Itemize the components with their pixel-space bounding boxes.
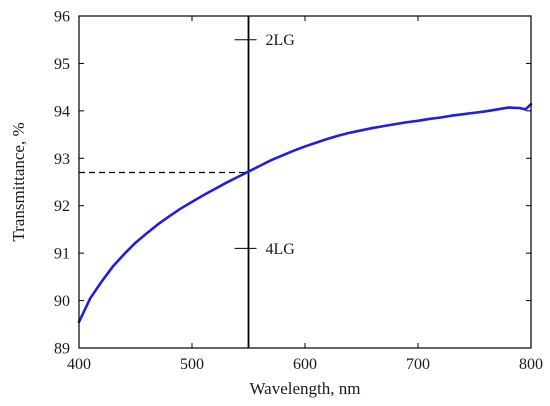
x-tick-label: 600 (293, 356, 317, 373)
tick-layer: 400 500 600 700 800 89 90 91 92 93 94 95 96 (54, 9, 543, 374)
y-tick-label: 91 (54, 246, 70, 263)
y-axis-title: Transmittance, % (9, 122, 28, 241)
x-tick-label: 400 (67, 356, 91, 373)
x-tick-label: 800 (519, 356, 543, 373)
annotation-label: 2LG (266, 32, 296, 49)
annotation-layer: 2LG 4LG (79, 16, 295, 348)
y-tick-label: 96 (54, 9, 70, 26)
y-tick-label: 92 (54, 198, 70, 215)
x-axis-title: Wavelength, nm (250, 379, 361, 398)
y-tick-label: 95 (54, 56, 70, 73)
plot-frame (78, 15, 532, 349)
series-layer (77, 102, 533, 324)
y-tick-label: 90 (54, 293, 70, 310)
y-tick-label: 94 (54, 103, 70, 120)
transmittance-line (77, 102, 533, 324)
x-tick-label: 500 (180, 356, 204, 373)
x-tick-label: 700 (406, 356, 430, 373)
y-tick-label: 89 (54, 341, 70, 358)
annotation-label: 4LG (266, 241, 296, 258)
y-tick-label: 93 (54, 151, 70, 168)
